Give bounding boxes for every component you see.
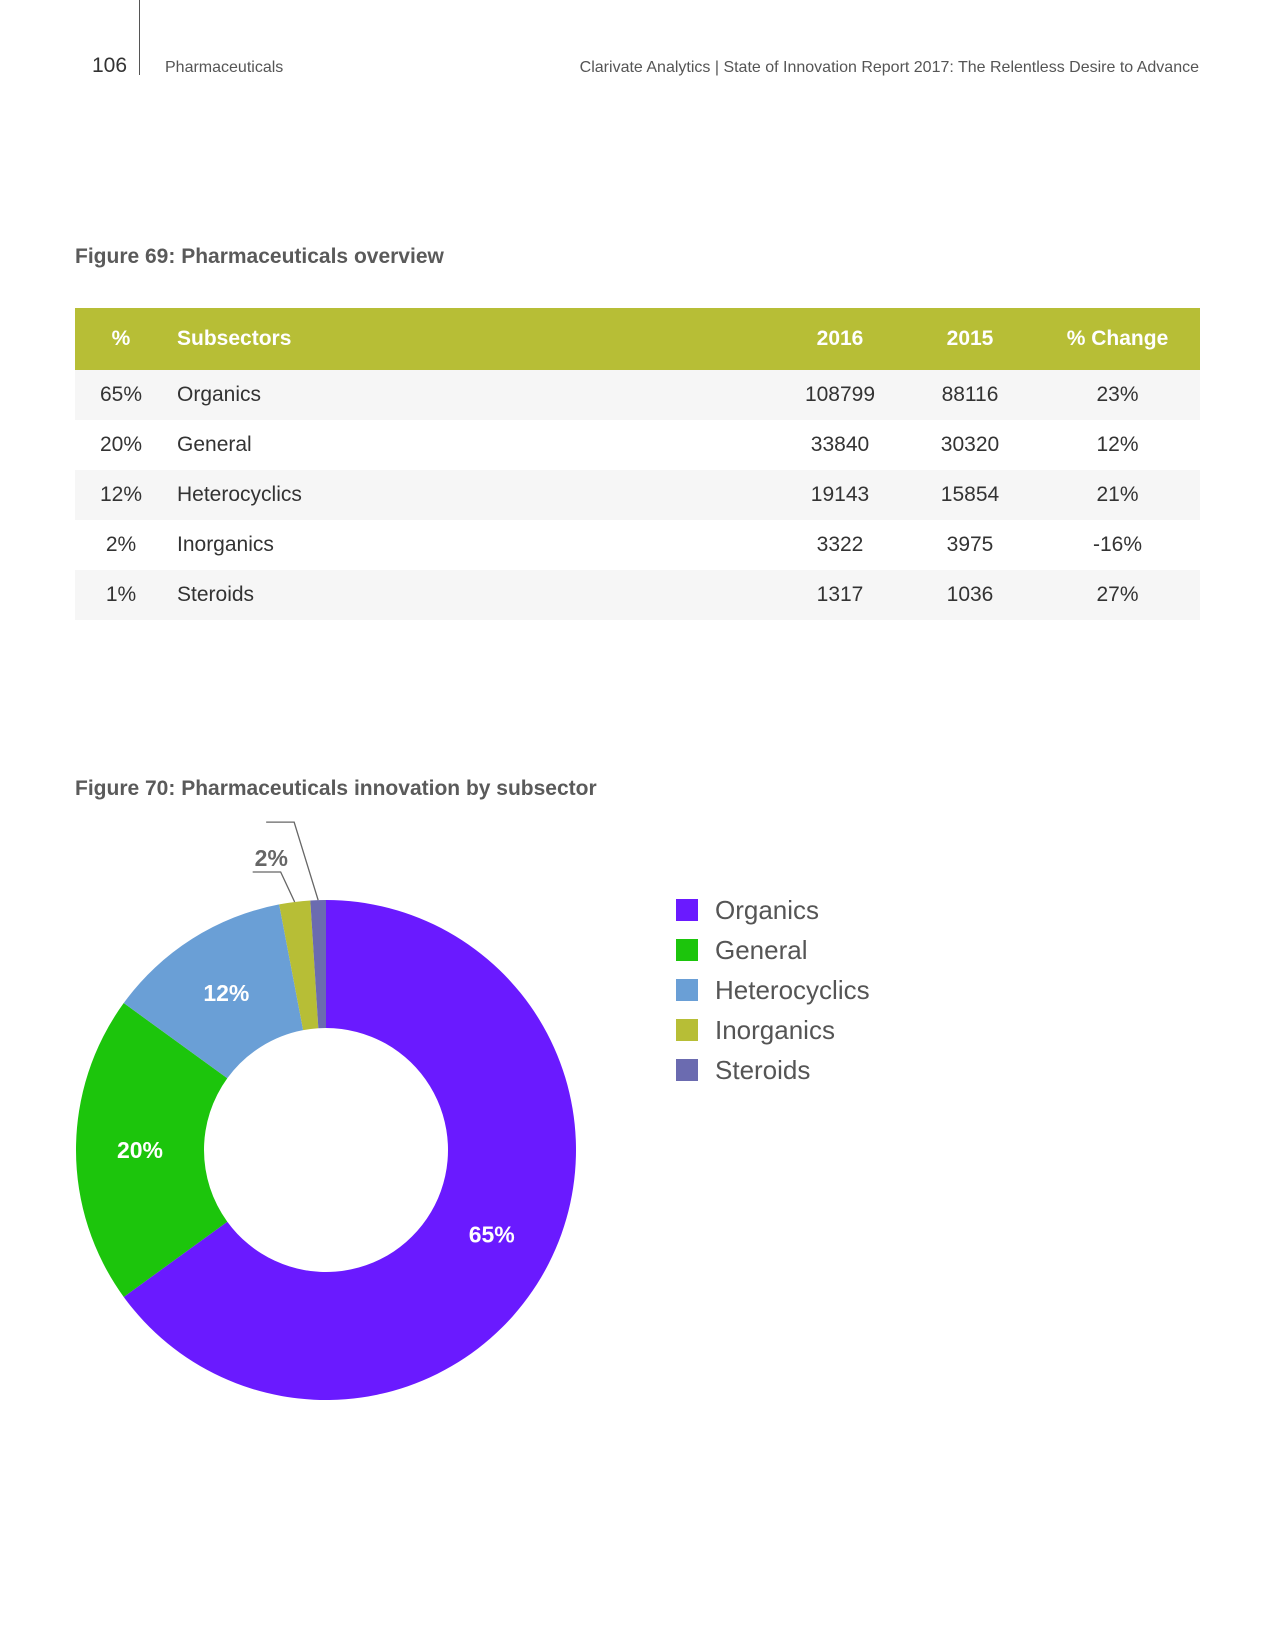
cell-subsector: General [167, 420, 775, 470]
figure-70-caption: Figure 70: Pharmaceuticals innovation by… [75, 777, 597, 800]
slice-label-inorganics: 2% [255, 845, 288, 871]
legend-item-organics: Organics [676, 890, 870, 930]
cell-2015: 15854 [905, 470, 1035, 520]
slice-label-steroids: 1% [268, 820, 301, 821]
legend-label: Heterocyclics [715, 974, 870, 1005]
cell-2015: 3975 [905, 520, 1035, 570]
report-title: Clarivate Analytics | State of Innovatio… [579, 59, 1199, 76]
table-row: 2% Inorganics 3322 3975 -16% [75, 520, 1200, 570]
column-header-2016: 2016 [775, 308, 905, 370]
legend-swatch [676, 899, 698, 921]
legend-item-heterocyclics: Heterocyclics [676, 970, 870, 1010]
slice-label-heterocyclics: 12% [203, 980, 249, 1006]
cell-percent: 2% [75, 520, 167, 570]
cell-2015: 30320 [905, 420, 1035, 470]
cell-percent: 20% [75, 420, 167, 470]
cell-subsector: Inorganics [167, 520, 775, 570]
page-header: 106 Pharmaceuticals Clarivate Analytics … [0, 0, 1275, 100]
column-header-2015: 2015 [905, 308, 1035, 370]
legend-swatch [676, 1019, 698, 1041]
cell-2016: 3322 [775, 520, 905, 570]
legend-label: General [715, 934, 808, 965]
cell-2016: 108799 [775, 370, 905, 420]
leader-line-inorganics [252, 871, 296, 903]
cell-change: 23% [1035, 370, 1200, 420]
cell-change: -16% [1035, 520, 1200, 570]
legend-item-inorganics: Inorganics [676, 1010, 870, 1050]
legend-label: Inorganics [715, 1014, 835, 1045]
slice-steroids [310, 900, 326, 1029]
legend-swatch [676, 1059, 698, 1081]
slice-label-organics: 65% [469, 1221, 515, 1247]
legend-label: Organics [715, 894, 820, 925]
column-header-percent: % [75, 308, 167, 370]
chart-legend: Organics General Heterocyclics Inorganic… [676, 890, 870, 1090]
header-divider [139, 0, 140, 75]
table-row: 65% Organics 108799 88116 23% [75, 370, 1200, 420]
subsector-donut-chart: 65% 20% 12% 2% 1% [75, 820, 576, 1400]
cell-percent: 12% [75, 470, 167, 520]
legend-label: Steroids [715, 1054, 811, 1085]
cell-subsector: Heterocyclics [167, 470, 775, 520]
figure-69-caption: Figure 69: Pharmaceuticals overview [75, 245, 444, 268]
legend-item-steroids: Steroids [676, 1050, 870, 1090]
slice-inorganics [279, 900, 319, 1031]
cell-2016: 19143 [775, 470, 905, 520]
legend-item-general: General [676, 930, 870, 970]
table-row: 12% Heterocyclics 19143 15854 21% [75, 470, 1200, 520]
slice-label-general: 20% [117, 1137, 163, 1163]
cell-percent: 1% [75, 570, 167, 620]
column-header-subsectors: Subsectors [167, 308, 775, 370]
table-row: 1% Steroids 1317 1036 27% [75, 570, 1200, 620]
section-name: Pharmaceuticals [165, 59, 284, 76]
cell-2016: 33840 [775, 420, 905, 470]
cell-subsector: Steroids [167, 570, 775, 620]
page-number: 106 [92, 54, 128, 77]
slice-heterocyclics [123, 904, 304, 1079]
cell-2015: 88116 [905, 370, 1035, 420]
legend-swatch [676, 939, 698, 961]
slice-general [75, 1003, 228, 1297]
cell-percent: 65% [75, 370, 167, 420]
pharmaceuticals-overview-table: % Subsectors 2016 2015 % Change 65% Orga… [75, 308, 1200, 620]
cell-2015: 1036 [905, 570, 1035, 620]
column-header-change: % Change [1035, 308, 1200, 370]
table-row: 20% General 33840 30320 12% [75, 420, 1200, 470]
slice-organics [123, 900, 576, 1400]
cell-change: 27% [1035, 570, 1200, 620]
cell-change: 21% [1035, 470, 1200, 520]
cell-change: 12% [1035, 420, 1200, 470]
cell-subsector: Organics [167, 370, 775, 420]
table-header-row: % Subsectors 2016 2015 % Change [75, 308, 1200, 370]
legend-swatch [676, 979, 698, 1001]
leader-line-steroids [266, 821, 319, 901]
cell-2016: 1317 [775, 570, 905, 620]
